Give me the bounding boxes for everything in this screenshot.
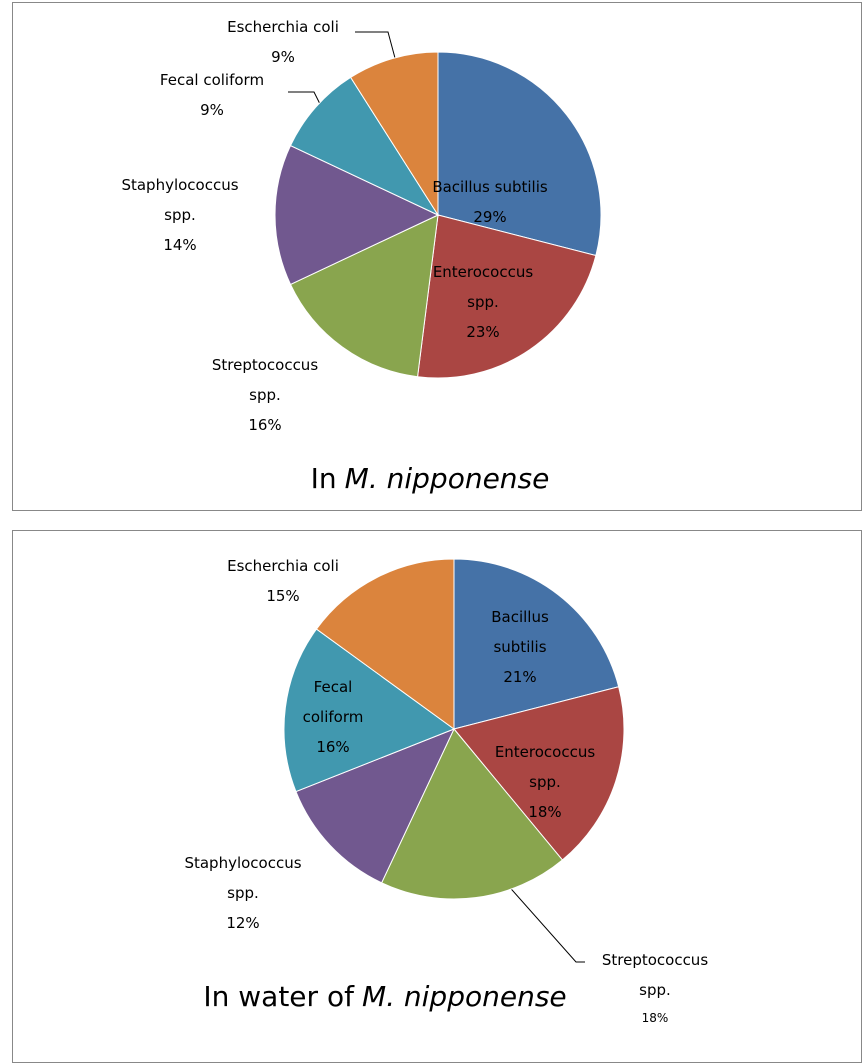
slice-label: Bacillus subtilis 21% [480, 602, 560, 692]
slice-name: Fecal coliform [159, 71, 265, 89]
slice-value: 9% [271, 48, 295, 66]
pie-slice [289, 214, 439, 378]
slice-value: 16% [316, 738, 350, 756]
slice-value: 21% [503, 668, 537, 686]
pie-slice [283, 628, 456, 793]
pie-slice [274, 144, 440, 286]
pie-slice [289, 76, 440, 217]
leader-line [355, 31, 396, 59]
slice-value: 9% [200, 101, 224, 119]
slice-value: 12% [226, 914, 260, 932]
slice-name: Staphylococcus spp. [184, 854, 302, 902]
slice-name: Bacillus subtilis [491, 608, 549, 656]
pie-slice [315, 558, 455, 730]
slice-value: 15% [266, 587, 300, 605]
slice-name: Fecal coliform [302, 678, 364, 726]
title-text: In [310, 462, 337, 495]
slice-label: Bacillus subtilis 29% [415, 172, 565, 232]
slice-label: Streptococcus spp. 18% [595, 945, 715, 1031]
slice-label: Escherchia coli 9% [203, 12, 363, 72]
slice-label: Staphylococcus spp. 12% [183, 848, 303, 938]
chart-title: In water of M. nipponense [203, 980, 566, 1013]
slice-label: Fecal coliform 16% [293, 672, 373, 762]
slice-name: Escherchia coli [227, 18, 339, 36]
slice-value: 14% [163, 236, 197, 254]
chart-title: In M. nipponense [311, 462, 550, 495]
slice-label: Escherchia coli 15% [203, 551, 363, 611]
slice-name: Enterococcus spp. [494, 743, 596, 791]
slice-name: Streptococcus spp. [211, 356, 319, 404]
slice-label: Staphylococcus spp. 14% [120, 170, 240, 260]
title-text: In water of [203, 980, 354, 1013]
pie-slice [295, 728, 455, 884]
slice-name: Staphylococcus spp. [121, 176, 239, 224]
pie-slice [453, 686, 625, 861]
slice-label: Enterococcus spp. 23% [428, 257, 538, 347]
slice-name: Enterococcus spp. [432, 263, 534, 311]
slice-value: 18% [528, 803, 562, 821]
title-species: M. nipponense [361, 980, 567, 1013]
slice-value: 16% [248, 416, 282, 434]
slice-value: 18% [641, 1011, 669, 1025]
pie-slice [453, 558, 620, 730]
slice-name: Escherchia coli [227, 557, 339, 575]
slice-label: Fecal coliform 9% [132, 65, 292, 125]
slice-label: Enterococcus spp. 18% [490, 737, 600, 827]
title-species: M. nipponense [344, 462, 550, 495]
slice-name: Streptococcus spp. [601, 951, 709, 999]
pie-slice [437, 51, 602, 257]
pie-slice [417, 214, 597, 379]
slice-value: 23% [466, 323, 500, 341]
slice-value: 29% [473, 208, 507, 226]
leader-line [504, 881, 585, 963]
pie-slice [349, 51, 439, 217]
slice-name: Bacillus subtilis [432, 178, 548, 196]
pie-slice [380, 728, 564, 900]
slice-label: Streptococcus spp. 16% [205, 350, 325, 440]
